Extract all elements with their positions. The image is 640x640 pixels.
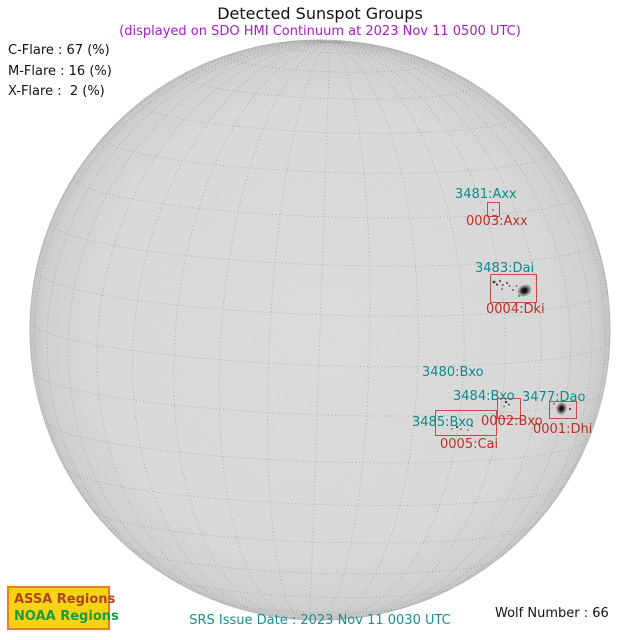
heliographic-grid — [30, 39, 610, 621]
srs-issue-date: SRS Issue Date : 2023 Nov 11 0030 UTC — [189, 613, 451, 628]
legend-noaa-regions: NOAA Regions — [14, 609, 119, 624]
assa-region-label-3484: 3484:Bxo — [453, 389, 515, 404]
noaa-region-label-0001: 0001:Dhi — [533, 422, 593, 437]
region-box-3483 — [490, 274, 537, 303]
sunspots — [451, 209, 572, 431]
noaa-region-label-0002: 0002:Bxo — [481, 414, 543, 429]
granulation-texture — [30, 40, 610, 620]
page-subtitle: (displayed on SDO HMI Continuum at 2023 … — [119, 24, 521, 39]
noaa-region-label-0004: 0004:Dki — [486, 302, 545, 317]
region-legend: ASSA Regions NOAA Regions — [7, 586, 119, 630]
page-title: Detected Sunspot Groups — [217, 4, 423, 23]
region-box-3477 — [549, 401, 577, 419]
region-box-3485 — [435, 410, 497, 436]
region-box-3481 — [487, 202, 500, 217]
wolf-number: Wolf Number : 66 — [495, 606, 609, 621]
m-flare-probability: M-Flare : 16 (%) — [8, 64, 112, 79]
x-flare-probability: X-Flare : 2 (%) — [8, 84, 105, 99]
legend-assa-regions: ASSA Regions — [14, 592, 116, 607]
region-box-3484 — [497, 398, 521, 419]
assa-region-label-3481: 3481:Axx — [455, 187, 517, 202]
assa-region-label-3485: 3485:Bxo — [412, 415, 474, 430]
assa-region-label-3483: 3483:Dai — [475, 261, 535, 276]
assa-region-label-3480: 3480:Bxo — [422, 365, 484, 380]
noaa-region-label-0005: 0005:Cai — [440, 437, 499, 452]
noaa-region-label-0003: 0003:Axx — [466, 214, 528, 229]
c-flare-probability: C-Flare : 67 (%) — [8, 43, 110, 58]
assa-region-label-3477: 3477:Dao — [522, 390, 586, 405]
